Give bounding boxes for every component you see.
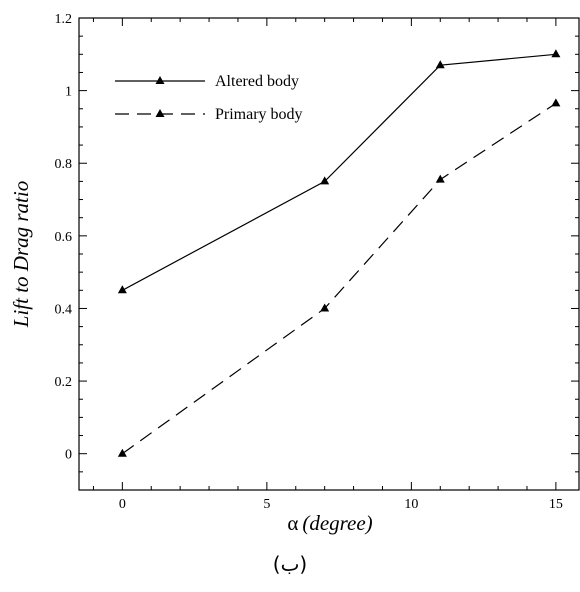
figure-caption: (ب) [272,552,308,576]
y-tick-label: 0 [65,448,72,463]
legend-marker [155,76,165,84]
series-layer [117,49,561,457]
alpha-symbol: α [287,511,298,535]
y-tick-label: 1 [65,85,72,100]
data-point-marker [435,174,445,183]
data-point-marker [320,303,330,312]
legend-entry: Altered body [115,73,299,90]
y-tick-label: 0.2 [55,375,73,390]
legend-entry: Primary body [115,106,303,123]
data-point-marker [435,60,445,69]
y-tick-label: 0.4 [55,302,73,317]
series-altered-body [117,49,561,294]
series-line [122,53,556,291]
data-point-marker [117,285,127,294]
axis-ticks [79,17,579,491]
x-tick-label: 15 [549,497,563,512]
legend-marker [155,109,165,117]
y-axis-title: Lift to Drag ratio [9,181,33,328]
tick-labels: 0 5 10 15 0 0.2 0.4 0.6 0.8 1 1.2 [55,12,563,512]
x-tick-label: 0 [119,497,126,512]
data-point-marker [551,98,561,107]
data-point-marker [320,176,330,185]
y-tick-label: 0.6 [55,230,73,245]
data-point-marker [551,49,561,58]
legend: Altered body Primary body [115,73,303,123]
legend-label: Primary body [215,106,303,123]
x-axis-title: α (degree) [287,511,372,535]
x-tick-label: 10 [404,497,418,512]
series-primary-body [117,98,561,457]
plot-frame [78,17,580,491]
y-tick-label: 1.2 [55,12,73,27]
x-tick-label: 5 [263,497,270,512]
data-point-marker [117,448,127,457]
legend-label: Altered body [215,73,299,90]
x-axis-title-text: (degree) [302,511,372,535]
y-tick-label: 0.8 [55,157,73,172]
series-line [122,102,557,455]
